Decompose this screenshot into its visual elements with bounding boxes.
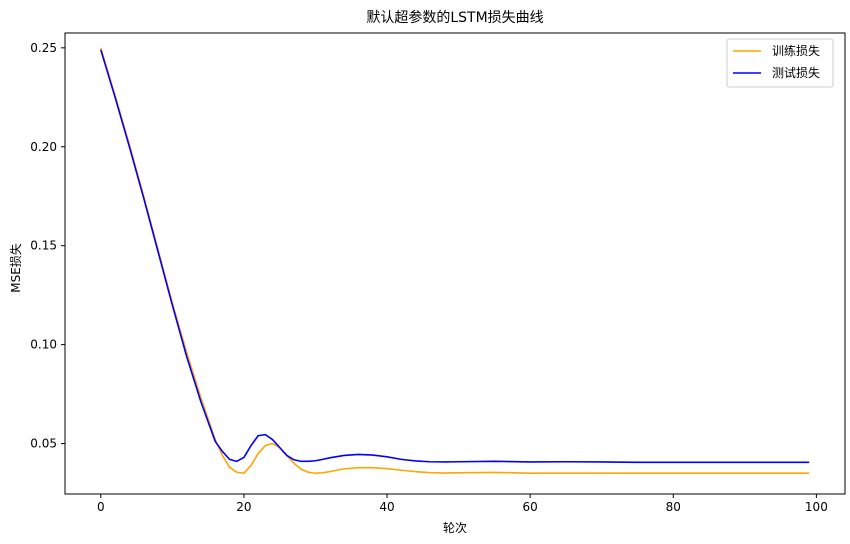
y-axis-ticks: 0.05 0.10 0.15 0.20 0.25 bbox=[30, 41, 65, 451]
series-line-2 bbox=[100, 49, 810, 464]
series-line-1 bbox=[100, 47, 810, 475]
chart-title: 默认超参数的LSTM损失曲线 bbox=[366, 9, 543, 26]
legend-label-1: 训练损失 bbox=[772, 43, 820, 58]
y-tick-label: 0.15 bbox=[30, 239, 57, 253]
y-tick-label: 0.10 bbox=[30, 338, 57, 352]
legend-label-2: 测试损失 bbox=[772, 65, 820, 80]
x-tick-label: 100 bbox=[805, 500, 828, 514]
x-tick-label: 20 bbox=[236, 500, 251, 514]
x-axis-ticks: 0 20 40 60 80 100 bbox=[97, 494, 828, 514]
y-tick-label: 0.20 bbox=[30, 140, 57, 154]
series-lines bbox=[100, 47, 810, 475]
x-tick-label: 0 bbox=[97, 500, 105, 514]
plot-area bbox=[64, 32, 846, 495]
x-axis-label: 轮次 bbox=[443, 521, 467, 535]
x-tick-label: 80 bbox=[666, 500, 681, 514]
y-tick-label: 0.25 bbox=[30, 41, 57, 55]
y-axis-label: MSE损失 bbox=[8, 243, 23, 293]
x-tick-label: 40 bbox=[379, 500, 394, 514]
y-tick-label: 0.05 bbox=[30, 437, 57, 451]
x-tick-label: 60 bbox=[522, 500, 537, 514]
